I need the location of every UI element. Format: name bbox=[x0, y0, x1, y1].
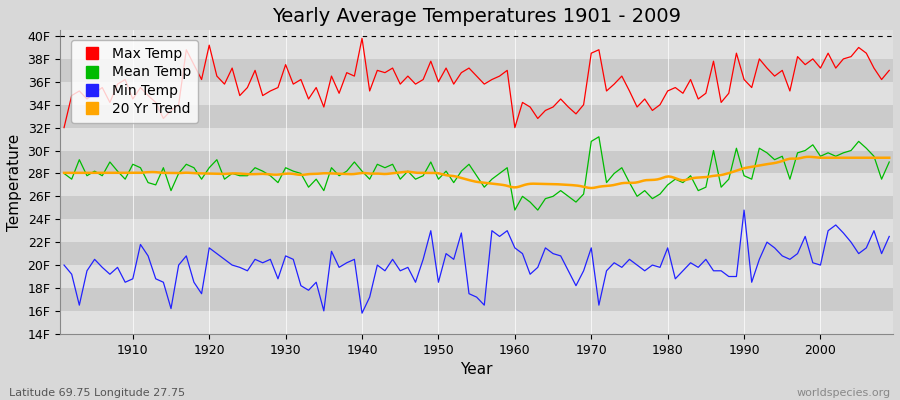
Title: Yearly Average Temperatures 1901 - 2009: Yearly Average Temperatures 1901 - 2009 bbox=[272, 7, 681, 26]
Bar bbox=[60, 196, 893, 219]
Text: worldspecies.org: worldspecies.org bbox=[796, 388, 891, 398]
Legend: Max Temp, Mean Temp, Min Temp, 20 Yr Trend: Max Temp, Mean Temp, Min Temp, 20 Yr Tre… bbox=[71, 40, 198, 123]
Bar bbox=[60, 242, 893, 265]
Bar bbox=[60, 59, 893, 82]
Bar bbox=[60, 82, 893, 105]
Bar bbox=[60, 288, 893, 311]
Bar bbox=[60, 128, 893, 150]
Bar bbox=[60, 311, 893, 334]
Bar bbox=[60, 219, 893, 242]
Bar bbox=[60, 150, 893, 174]
Bar bbox=[60, 174, 893, 196]
Y-axis label: Temperature: Temperature bbox=[7, 134, 22, 231]
Bar bbox=[60, 36, 893, 59]
Bar bbox=[60, 105, 893, 128]
X-axis label: Year: Year bbox=[461, 362, 493, 377]
Bar bbox=[60, 265, 893, 288]
Text: Latitude 69.75 Longitude 27.75: Latitude 69.75 Longitude 27.75 bbox=[9, 388, 185, 398]
